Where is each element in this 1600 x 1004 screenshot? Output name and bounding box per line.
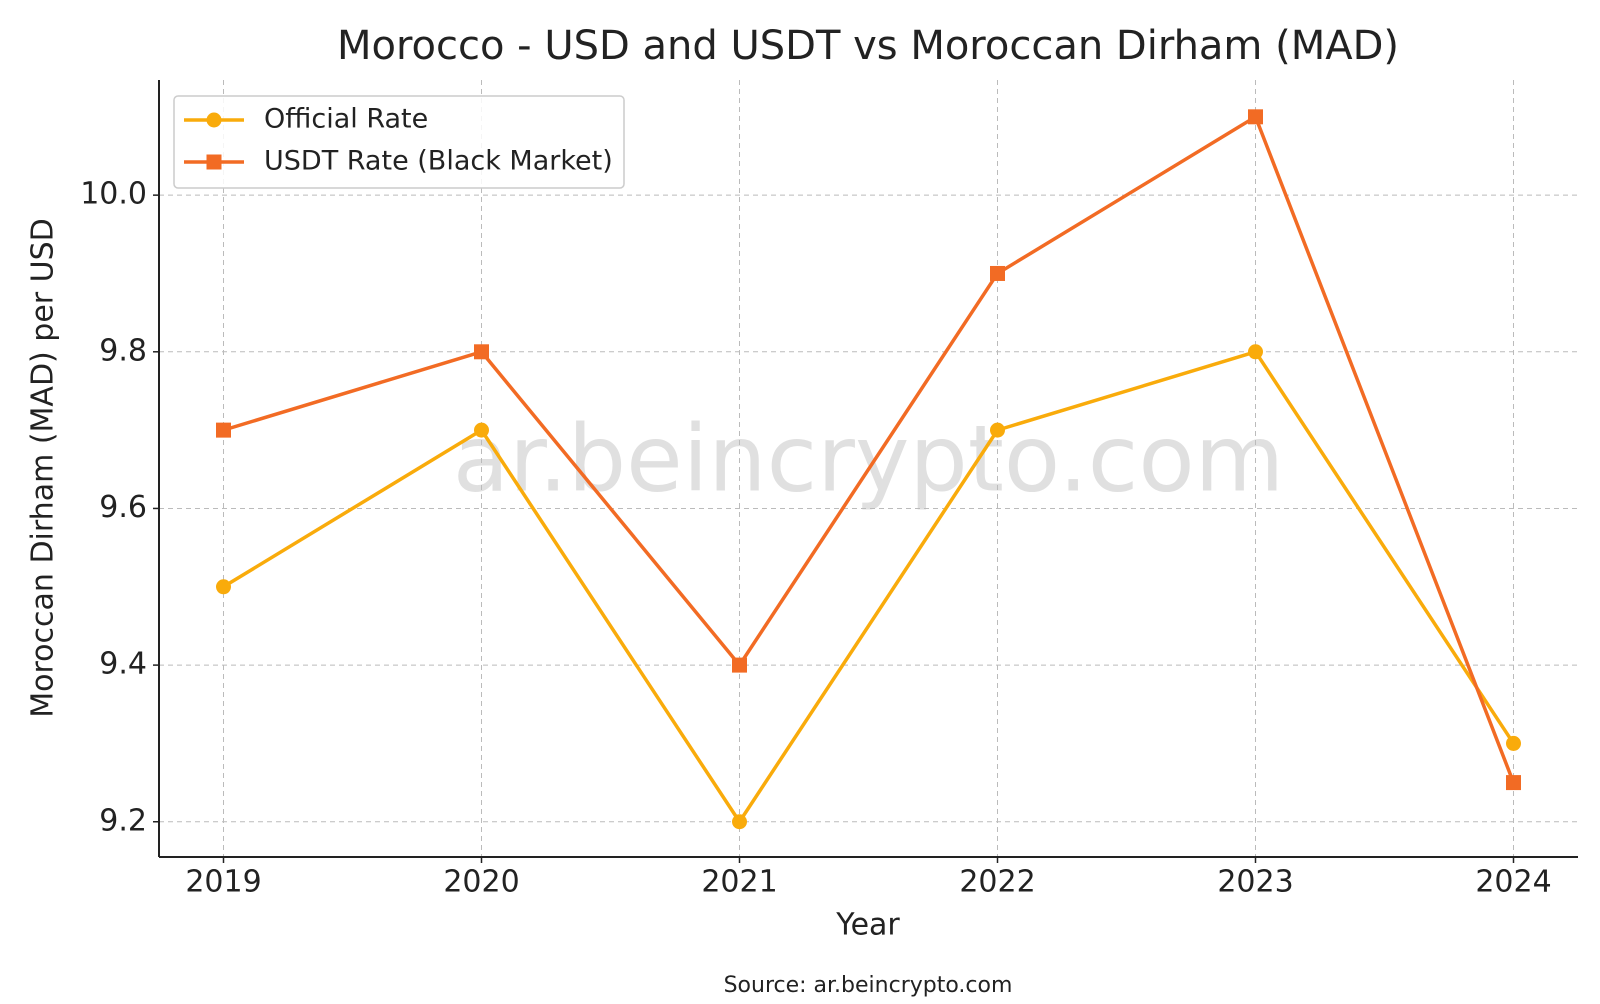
marker (1506, 775, 1521, 791)
marker (206, 154, 222, 170)
x-tick-label: 2020 (443, 865, 519, 900)
y-tick-label: 9.2 (99, 803, 147, 838)
x-tick-label: 2021 (701, 865, 777, 900)
marker (990, 265, 1005, 281)
x-tick-label: 2023 (1217, 865, 1293, 900)
watermark: ar.beincrypto.com (453, 405, 1285, 512)
marker (732, 657, 747, 673)
legend: Official Rate USDT Rate (Black Market) (173, 95, 625, 189)
x-tick-label: 2024 (1475, 865, 1551, 900)
y-tick-label: 9.8 (99, 333, 147, 368)
marker (216, 422, 231, 438)
y-tick-label: 9.6 (99, 490, 147, 525)
marker (216, 579, 231, 595)
legend-label: USDT Rate (Black Market) (264, 146, 613, 177)
series-line (222, 115, 1516, 784)
marker (1248, 109, 1263, 125)
marker (1506, 735, 1521, 751)
marker (732, 814, 747, 830)
marker (206, 112, 222, 128)
marker (990, 422, 1005, 438)
y-tick-label: 10.0 (80, 177, 147, 212)
x-axis-label: Year (835, 908, 900, 943)
marker (1248, 344, 1263, 360)
source-note: Source: ar.beincrypto.com (724, 973, 1013, 998)
x-tick-label: 2022 (959, 865, 1035, 900)
x-tick-label: 2019 (185, 865, 261, 900)
marker (474, 344, 489, 360)
marker (474, 422, 489, 438)
series-line (222, 350, 1515, 824)
y-axis-label: Moroccan Dirham (MAD) per USD (26, 218, 61, 718)
legend-label: Official Rate (264, 104, 428, 135)
chart-title: Morocco - USD and USDT vs Moroccan Dirha… (337, 23, 1399, 69)
y-tick-label: 9.4 (99, 647, 147, 682)
legend-box (173, 95, 625, 189)
